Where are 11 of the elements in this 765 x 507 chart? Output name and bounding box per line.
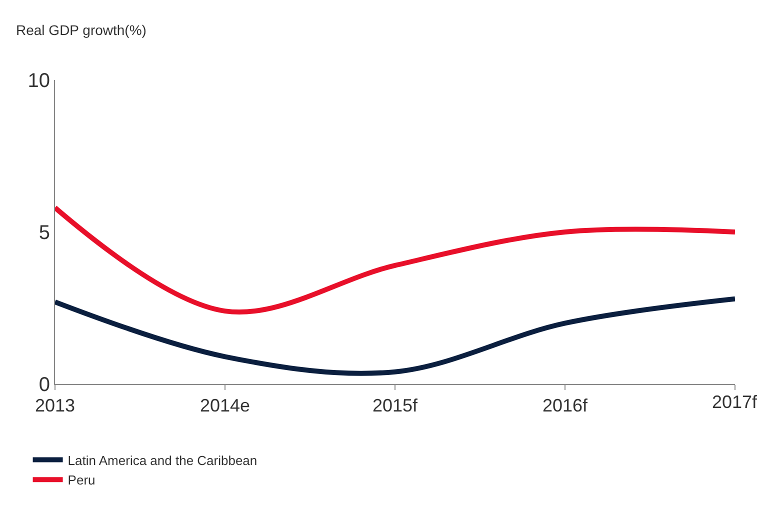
x-tick-label: 2017f [712, 392, 758, 412]
x-tick-label: 2013 [34, 396, 76, 416]
y-tick-label: 5 [38, 222, 50, 244]
x-tick-label: 2016f [542, 396, 589, 416]
y-tick-label: 0 [38, 374, 50, 396]
y-tick-label: 10 [28, 70, 50, 92]
x-tick-label: 2015f [372, 396, 419, 416]
y-axis-title: Real GDP growth(%) [16, 22, 146, 38]
legend-label: Peru [68, 472, 96, 488]
legend-label: Latin America and the Caribbean [68, 452, 258, 468]
x-tick-label: 2014e [200, 396, 250, 416]
